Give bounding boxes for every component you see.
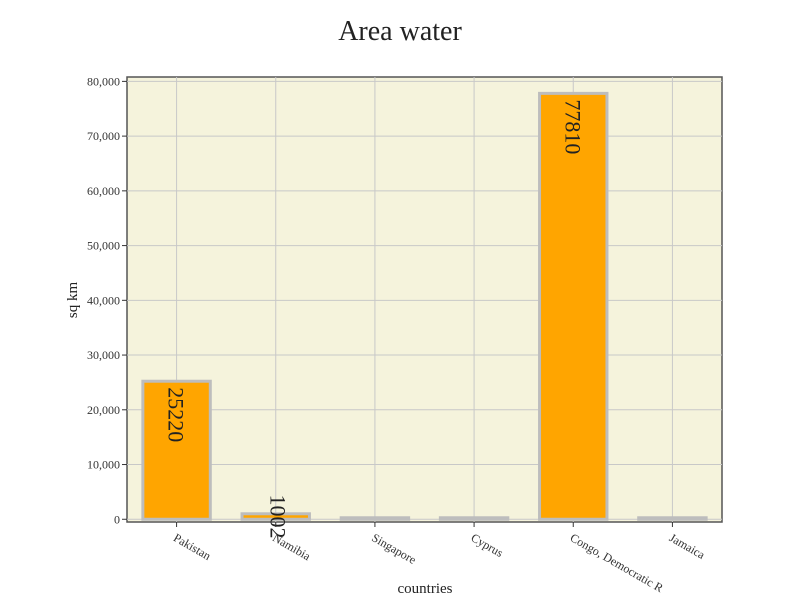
y-tick-label: 0	[114, 512, 120, 526]
bar-value-label: 25220	[164, 387, 189, 442]
bar	[438, 516, 510, 521]
y-axis-ticks: 0 10,000 20,000 30,000 40,000 50,000 60,000 70,…	[87, 74, 127, 526]
y-tick-label: 40,000	[87, 293, 120, 307]
bar	[538, 91, 609, 521]
y-tick-label: 80,000	[87, 74, 120, 88]
x-axis-label: countries	[398, 581, 453, 597]
x-tick-label: Pakistan	[171, 530, 213, 562]
bar	[339, 516, 411, 521]
bar-value-label: 1002	[266, 495, 291, 539]
x-tick-label: Singapore	[369, 530, 418, 566]
plot-area	[126, 76, 723, 523]
bar	[240, 512, 311, 521]
bars: 25220 1002 77810	[141, 91, 708, 539]
x-tick-label: Jamaica	[667, 530, 708, 562]
chart-title: Area water	[338, 16, 462, 47]
y-tick-label: 20,000	[87, 403, 120, 417]
x-tick-label: Namibia	[270, 530, 313, 563]
y-tick-label: 30,000	[87, 348, 120, 362]
y-tick-label: 10,000	[87, 458, 120, 472]
x-tick-label: Cyprus	[469, 530, 506, 560]
bar	[637, 516, 708, 521]
bar-value-label: 77810	[560, 99, 585, 154]
y-axis-label: sq km	[65, 282, 81, 319]
bar	[141, 379, 212, 521]
y-tick-label: 60,000	[87, 184, 120, 198]
x-tick-label: Congo, Democratic R	[568, 530, 666, 595]
y-tick-label: 70,000	[87, 129, 120, 143]
y-tick-label: 50,000	[87, 239, 120, 253]
